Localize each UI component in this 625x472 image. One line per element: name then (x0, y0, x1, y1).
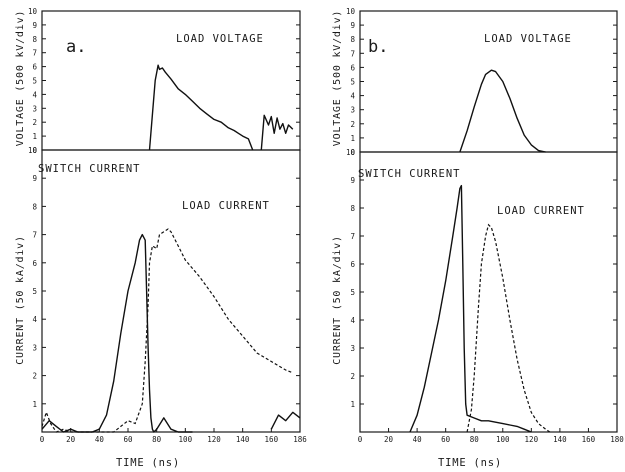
panel-b-voltage-axis-label: VOLTAGE (500 kV/div) (332, 10, 343, 146)
panel-b-current-axis-label: CURRENT (50 kA/div) (332, 235, 343, 365)
panel-b-xtick-label: 40 (413, 435, 423, 444)
panel-b-load-current-trace (466, 223, 551, 433)
panel-a-bottom-ytick-label: 2 (32, 372, 37, 381)
panel-b-xtick-label: 60 (441, 435, 451, 444)
panel-b-xtick-label: 0 (358, 435, 363, 444)
panel-b-bottom-ytick-label: 7 (350, 232, 355, 241)
panel-b-bottom-ytick-label: 9 (350, 176, 355, 185)
panel-a-voltage-axis-label: VOLTAGE (500 kV/div) (15, 10, 26, 146)
panel-a-switch-current-trace (41, 233, 193, 433)
panel-b-top-ytick-label: 1 (350, 134, 355, 143)
panel-a-current-axis-label: CURRENT (50 kA/div) (15, 235, 26, 365)
panel-b-xtick-label: 120 (525, 435, 539, 444)
panel-b-xtick-label: 160 (582, 435, 596, 444)
panel-a-bottom-ytick-label: 7 (32, 231, 37, 240)
panel-a-xtick-label: 0 (40, 435, 45, 444)
panel-a-xtick-label: 20 (66, 435, 76, 444)
panel-a-load-voltage-trace (148, 64, 254, 151)
panel-a-load-voltage-trace (260, 114, 294, 151)
panel-a-xtick-label: 120 (207, 435, 221, 444)
panel-a-top-ytick-label: 4 (32, 90, 37, 99)
panel-a-xtick-label: 160 (265, 435, 279, 444)
panel-a-top-ytick-label: 6 (32, 63, 37, 72)
panel-b-top-ytick-label: 9 (350, 21, 355, 30)
panel-b-top-ytick-label: 3 (350, 106, 355, 115)
panel-b-load-voltage-label: LOAD VOLTAGE (484, 33, 572, 45)
panel-b-switch-current-trace (409, 184, 532, 433)
panel-b-top-ytick-label: 0 (350, 148, 355, 157)
panel-a-time-axis-label: TIME (ns) (116, 457, 180, 469)
panel-b-xtick-label: 80 (470, 435, 480, 444)
panel-a-bottom-ytick-label: 4 (32, 315, 37, 324)
panel-a-top-ytick-label: 1 (32, 132, 37, 141)
panel-b-bottom-ytick-label: 1 (350, 400, 355, 409)
panel-b-xtick-label: 100 (496, 435, 510, 444)
panel-b-top-ytick-label: 4 (350, 92, 355, 101)
panel-a-switch-current-label: SWITCH CURRENT (38, 163, 141, 175)
panel-b-top-ytick-label: 5 (350, 78, 355, 87)
panel-a-top-ytick-label: 0 (32, 146, 37, 155)
panel-b-bottom-ytick-label: 10 (346, 148, 356, 157)
panel-a-top-ytick-label: 9 (32, 21, 37, 30)
panel-b-load-current-label: LOAD CURRENT (497, 205, 585, 217)
panel-a-load-voltage-label: LOAD VOLTAGE (176, 33, 264, 45)
panel-a-xtick-label: 80 (152, 435, 162, 444)
panel-a-top-ytick-label: 2 (32, 118, 37, 127)
panel-b-top-ytick-label: 10 (346, 7, 356, 16)
panel-a-top-ytick-label: 8 (32, 35, 37, 44)
panel-b-top-ytick-label: 6 (350, 63, 355, 72)
panel-b-load-voltage-trace (459, 69, 546, 153)
panel-a-top-ytick-label: 5 (32, 77, 37, 86)
panel-a-switch-current-trace (270, 411, 301, 430)
panel-b: b. LOAD VOLTAGE VOLTAGE (500 kV/div) CUR… (332, 7, 624, 469)
panel-a-bottom-ytick-label: 1 (32, 400, 37, 409)
panel-a-bottom-ytick-label: 10 (28, 146, 38, 155)
panel-a-load-current-label: LOAD CURRENT (182, 200, 270, 212)
panel-b-xtick-label: 180 (610, 435, 624, 444)
panel-a-bottom-ytick-label: 9 (32, 174, 37, 183)
panel-a-xtick-label: 140 (236, 435, 250, 444)
panel-b-xtick-label: 140 (553, 435, 567, 444)
panel-b-letter: b. (368, 37, 388, 57)
panel-b-bottom-ytick-label: 5 (350, 288, 355, 297)
panel-a-voltage-plot-frame (41, 10, 301, 151)
panel-b-bottom-ytick-label: 3 (350, 344, 355, 353)
panel-a-letter: a. (66, 37, 86, 57)
panel-b-bottom-ytick-label: 4 (350, 316, 355, 325)
panel-b-switch-current-label: SWITCH CURRENT (358, 168, 461, 180)
panel-b-bottom-ytick-label: 2 (350, 372, 355, 381)
panel-b-current-plot-frame (359, 151, 618, 433)
panel-a-bottom-ytick-label: 6 (32, 259, 37, 268)
panel-a-xtick-label: 40 (95, 435, 105, 444)
panel-b-time-axis-label: TIME (ns) (438, 457, 502, 469)
panel-b-bottom-ytick-label: 6 (350, 260, 355, 269)
panel-a-top-ytick-label: 10 (28, 7, 38, 16)
panel-b-top-ytick-label: 8 (350, 35, 355, 44)
panel-a-top-ytick-label: 7 (32, 49, 37, 58)
panel-b-top-ytick-label: 2 (350, 120, 355, 129)
panel-a-bottom-ytick-label: 3 (32, 343, 37, 352)
panel-a: a. LOAD VOLTAGE VOLTAGE (500 kV/div) CUR… (15, 7, 307, 469)
panel-a-top-ytick-label: 3 (32, 104, 37, 113)
panel-b-bottom-ytick-label: 8 (350, 204, 355, 213)
panel-a-current-plot-frame (41, 149, 301, 433)
panel-a-bottom-ytick-label: 8 (32, 202, 37, 211)
panel-a-xtick-label: 60 (123, 435, 133, 444)
panel-a-xtick-label: 186 (293, 435, 307, 444)
panel-a-bottom-ytick-label: 5 (32, 287, 37, 296)
panel-a-xtick-label: 100 (179, 435, 193, 444)
panel-b-xtick-label: 20 (384, 435, 394, 444)
panel-b-top-ytick-label: 7 (350, 49, 355, 58)
panel-a-load-current-trace (41, 228, 294, 433)
